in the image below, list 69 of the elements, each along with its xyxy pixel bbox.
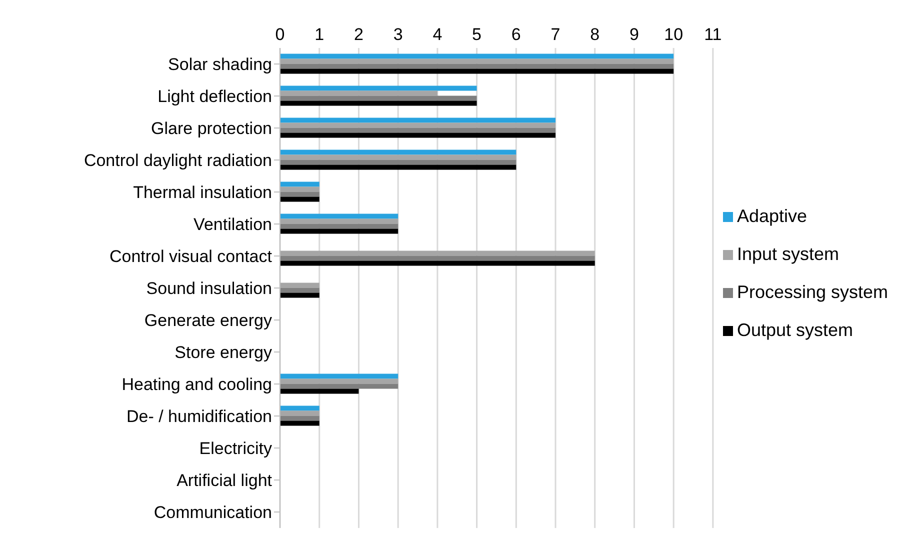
x-tick-label: 0: [275, 25, 285, 44]
bar: [280, 68, 674, 74]
bar: [280, 54, 674, 59]
bar: [280, 160, 516, 165]
bar: [280, 64, 674, 69]
legend-label: Adaptive: [736, 206, 807, 226]
y-tick-label: Generate energy: [144, 311, 272, 330]
y-tick-label: Glare protection: [151, 119, 272, 138]
x-tick-label: 10: [664, 25, 684, 44]
bar: [280, 196, 320, 202]
bar: [280, 214, 398, 219]
legend-label: Processing system: [736, 282, 888, 302]
bar: [280, 378, 398, 384]
x-tick-label: 7: [550, 25, 560, 44]
bar: [280, 292, 320, 298]
bar: [280, 282, 320, 288]
bar: [280, 420, 320, 426]
bar: [280, 122, 556, 128]
bar: [280, 218, 398, 224]
y-tick-label: Ventilation: [194, 215, 272, 234]
y-tick-label: Solar shading: [168, 55, 272, 74]
x-tick-label: 2: [354, 25, 364, 44]
x-tick-label: 4: [432, 25, 442, 44]
bar: [280, 100, 477, 106]
bar: [280, 192, 320, 197]
bar: [280, 96, 477, 101]
y-tick-label: Control visual contact: [109, 247, 272, 266]
bar: [280, 228, 398, 234]
y-tick-label: Thermal insulation: [133, 183, 272, 202]
y-tick-label: De- / humidification: [126, 407, 272, 426]
legend-label: Input system: [736, 244, 839, 264]
x-tick-label: 6: [511, 25, 521, 44]
bar: [280, 388, 359, 394]
bar: [280, 260, 595, 266]
bar: [280, 374, 398, 379]
y-tick-label: Heating and cooling: [122, 375, 272, 394]
y-tick-label: Communication: [154, 503, 272, 522]
bar: [280, 118, 556, 123]
y-tick-label: Artificial light: [176, 471, 272, 490]
y-tick-label: Light deflection: [158, 87, 272, 106]
bar: [280, 416, 320, 421]
y-tick-label: Electricity: [199, 439, 272, 458]
y-tick-label: Sound insulation: [146, 279, 272, 298]
x-tick-label: 1: [314, 25, 324, 44]
x-tick-label: 8: [590, 25, 600, 44]
x-tick-label: 5: [472, 25, 482, 44]
bar: [280, 58, 674, 64]
bar: [280, 128, 556, 133]
y-tick-label: Control daylight radiation: [84, 151, 272, 170]
bar: [280, 256, 595, 261]
bar: [280, 406, 320, 411]
bar: [280, 164, 516, 170]
bar: [280, 250, 595, 256]
legend-label: Output system: [736, 320, 853, 340]
bar: [280, 224, 398, 229]
bar: [280, 182, 320, 187]
bar: [280, 150, 516, 155]
bar: [280, 154, 516, 160]
bar: [280, 288, 320, 293]
bar: [280, 384, 398, 389]
bar: [280, 132, 556, 138]
y-tick-label: Store energy: [174, 343, 272, 362]
x-tick-label: 11: [704, 25, 722, 44]
x-tick-label: 3: [393, 25, 403, 44]
bar: [280, 86, 477, 91]
bar: [280, 90, 438, 96]
bar: [280, 410, 320, 416]
x-tick-label: 9: [629, 25, 639, 44]
bar: [280, 186, 320, 192]
